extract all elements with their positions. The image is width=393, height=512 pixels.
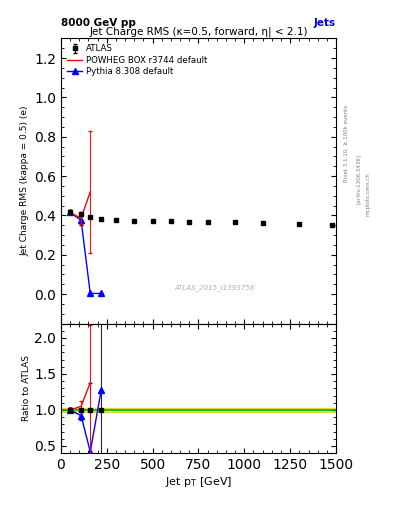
POWHEG BOX r3744 default <box>79 215 83 221</box>
Bar <box>61 408 336 412</box>
Y-axis label: Ratio to ATLAS: Ratio to ATLAS <box>22 355 31 421</box>
POWHEG BOX r3744 default <box>88 189 93 195</box>
Pythia 8.308 default <box>68 209 72 216</box>
Text: 8000 GeV pp: 8000 GeV pp <box>61 18 136 28</box>
Pythia 8.308 default <box>79 217 83 223</box>
Text: Jets: Jets <box>314 18 336 28</box>
Text: mcplots.cern.ch: mcplots.cern.ch <box>365 173 371 217</box>
Text: [arXiv:1306.3436]: [arXiv:1306.3436] <box>356 154 361 204</box>
Text: ATLAS_2015_I1393758: ATLAS_2015_I1393758 <box>175 284 255 291</box>
Line: Pythia 8.308 default: Pythia 8.308 default <box>67 209 104 296</box>
Title: Jet Charge RMS (κ=0.5, forward, η| < 2.1): Jet Charge RMS (κ=0.5, forward, η| < 2.1… <box>89 26 308 37</box>
Y-axis label: Jet Charge RMS (kappa = 0.5) (e): Jet Charge RMS (kappa = 0.5) (e) <box>21 105 30 256</box>
Text: Rivet 3.1.10, ≥ 100k events: Rivet 3.1.10, ≥ 100k events <box>344 105 349 182</box>
X-axis label: Jet $\mathregular{p_T}$ [GeV]: Jet $\mathregular{p_T}$ [GeV] <box>165 475 232 489</box>
Line: POWHEG BOX r3744 default: POWHEG BOX r3744 default <box>70 192 90 218</box>
Legend: ATLAS, POWHEG BOX r3744 default, Pythia 8.308 default: ATLAS, POWHEG BOX r3744 default, Pythia … <box>64 41 211 79</box>
POWHEG BOX r3744 default <box>68 209 72 216</box>
Pythia 8.308 default <box>99 290 104 296</box>
Pythia 8.308 default <box>88 290 93 296</box>
